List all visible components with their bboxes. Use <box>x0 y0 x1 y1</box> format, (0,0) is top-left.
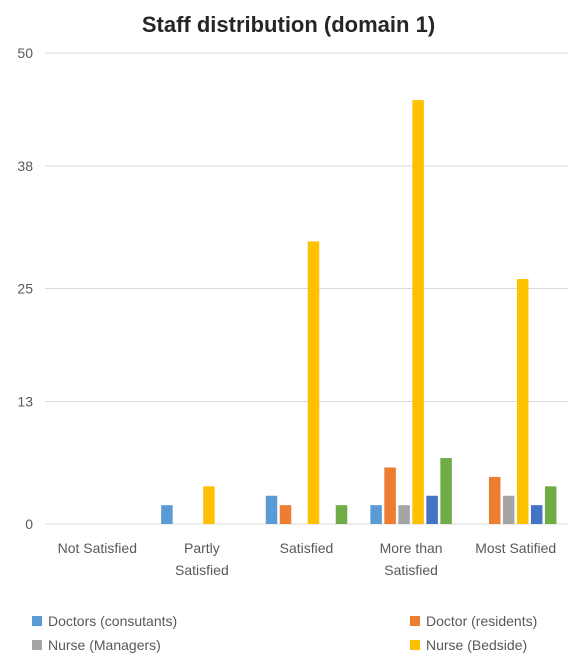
y-tick-label: 0 <box>25 516 33 532</box>
bar <box>398 505 410 524</box>
bar <box>203 486 215 524</box>
bar <box>161 505 173 524</box>
bar <box>265 495 278 524</box>
bar <box>412 100 424 524</box>
y-tick-label: 13 <box>17 394 33 410</box>
bar <box>384 467 396 524</box>
chart-title: Staff distribution (domain 1) <box>141 12 436 37</box>
legend-label: Doctors (consutants) <box>48 613 178 629</box>
bar <box>440 458 452 524</box>
legend-swatch <box>32 616 42 626</box>
bar <box>426 495 438 524</box>
legend-item-doctor-residents: Doctor (residents) <box>410 612 537 630</box>
bar <box>502 495 515 524</box>
bar <box>530 505 543 524</box>
bar <box>279 505 292 524</box>
y-tick-label: 50 <box>17 45 33 61</box>
legend-label: Nurse (Bedside) <box>426 637 528 653</box>
x-tick-label: More than Satisfied <box>380 540 443 578</box>
legend-swatch <box>32 640 42 650</box>
x-tick-label: Partly Satisfied <box>175 540 229 578</box>
y-tick-label: 38 <box>17 158 33 174</box>
legend-swatch <box>410 640 420 650</box>
bar <box>335 505 348 524</box>
bar <box>370 505 382 524</box>
x-tick-label: Satisfied <box>280 540 334 556</box>
legend-label: Nurse (Managers) <box>48 637 161 653</box>
legend-item-nurse-bedside: Nurse (Bedside) <box>410 636 527 654</box>
x-tick-label: Most Satified <box>475 540 556 556</box>
y-tick-label: 25 <box>17 281 33 297</box>
bar <box>544 486 557 524</box>
bar <box>307 241 320 524</box>
x-tick-label: Not Satisfied <box>58 540 137 556</box>
legend-label: Doctor (residents) <box>426 613 538 629</box>
legend-item-nurse-managers: Nurse (Managers) <box>32 636 161 654</box>
bar <box>488 476 501 524</box>
legend-item-doctors-consultants: Doctors (consutants) <box>32 612 177 630</box>
bar <box>516 279 529 524</box>
legend-swatch <box>410 616 420 626</box>
